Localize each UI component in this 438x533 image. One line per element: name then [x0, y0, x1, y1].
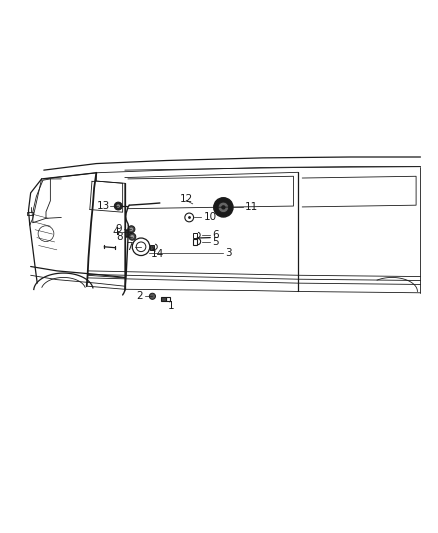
Text: 14: 14 [151, 249, 164, 259]
Text: 2: 2 [136, 291, 143, 301]
Circle shape [129, 233, 136, 240]
Circle shape [221, 205, 226, 209]
Text: 13: 13 [97, 201, 110, 211]
Text: 4: 4 [113, 228, 120, 237]
FancyBboxPatch shape [125, 230, 131, 236]
Circle shape [214, 198, 233, 217]
Text: 11: 11 [245, 203, 258, 212]
Circle shape [130, 228, 133, 231]
Circle shape [128, 226, 135, 233]
Text: 6: 6 [212, 230, 219, 240]
Text: 10: 10 [204, 213, 217, 222]
FancyBboxPatch shape [161, 297, 166, 301]
Text: 5: 5 [212, 237, 219, 247]
Text: 1: 1 [167, 301, 174, 311]
Circle shape [131, 235, 134, 238]
Text: 8: 8 [116, 232, 123, 242]
Text: 12: 12 [180, 193, 193, 204]
Text: 7: 7 [126, 242, 133, 252]
Circle shape [117, 204, 120, 208]
Text: 3: 3 [226, 248, 232, 259]
FancyBboxPatch shape [150, 246, 154, 250]
Circle shape [218, 202, 229, 213]
Circle shape [114, 202, 122, 210]
Circle shape [149, 293, 155, 300]
Text: 9: 9 [115, 224, 122, 235]
